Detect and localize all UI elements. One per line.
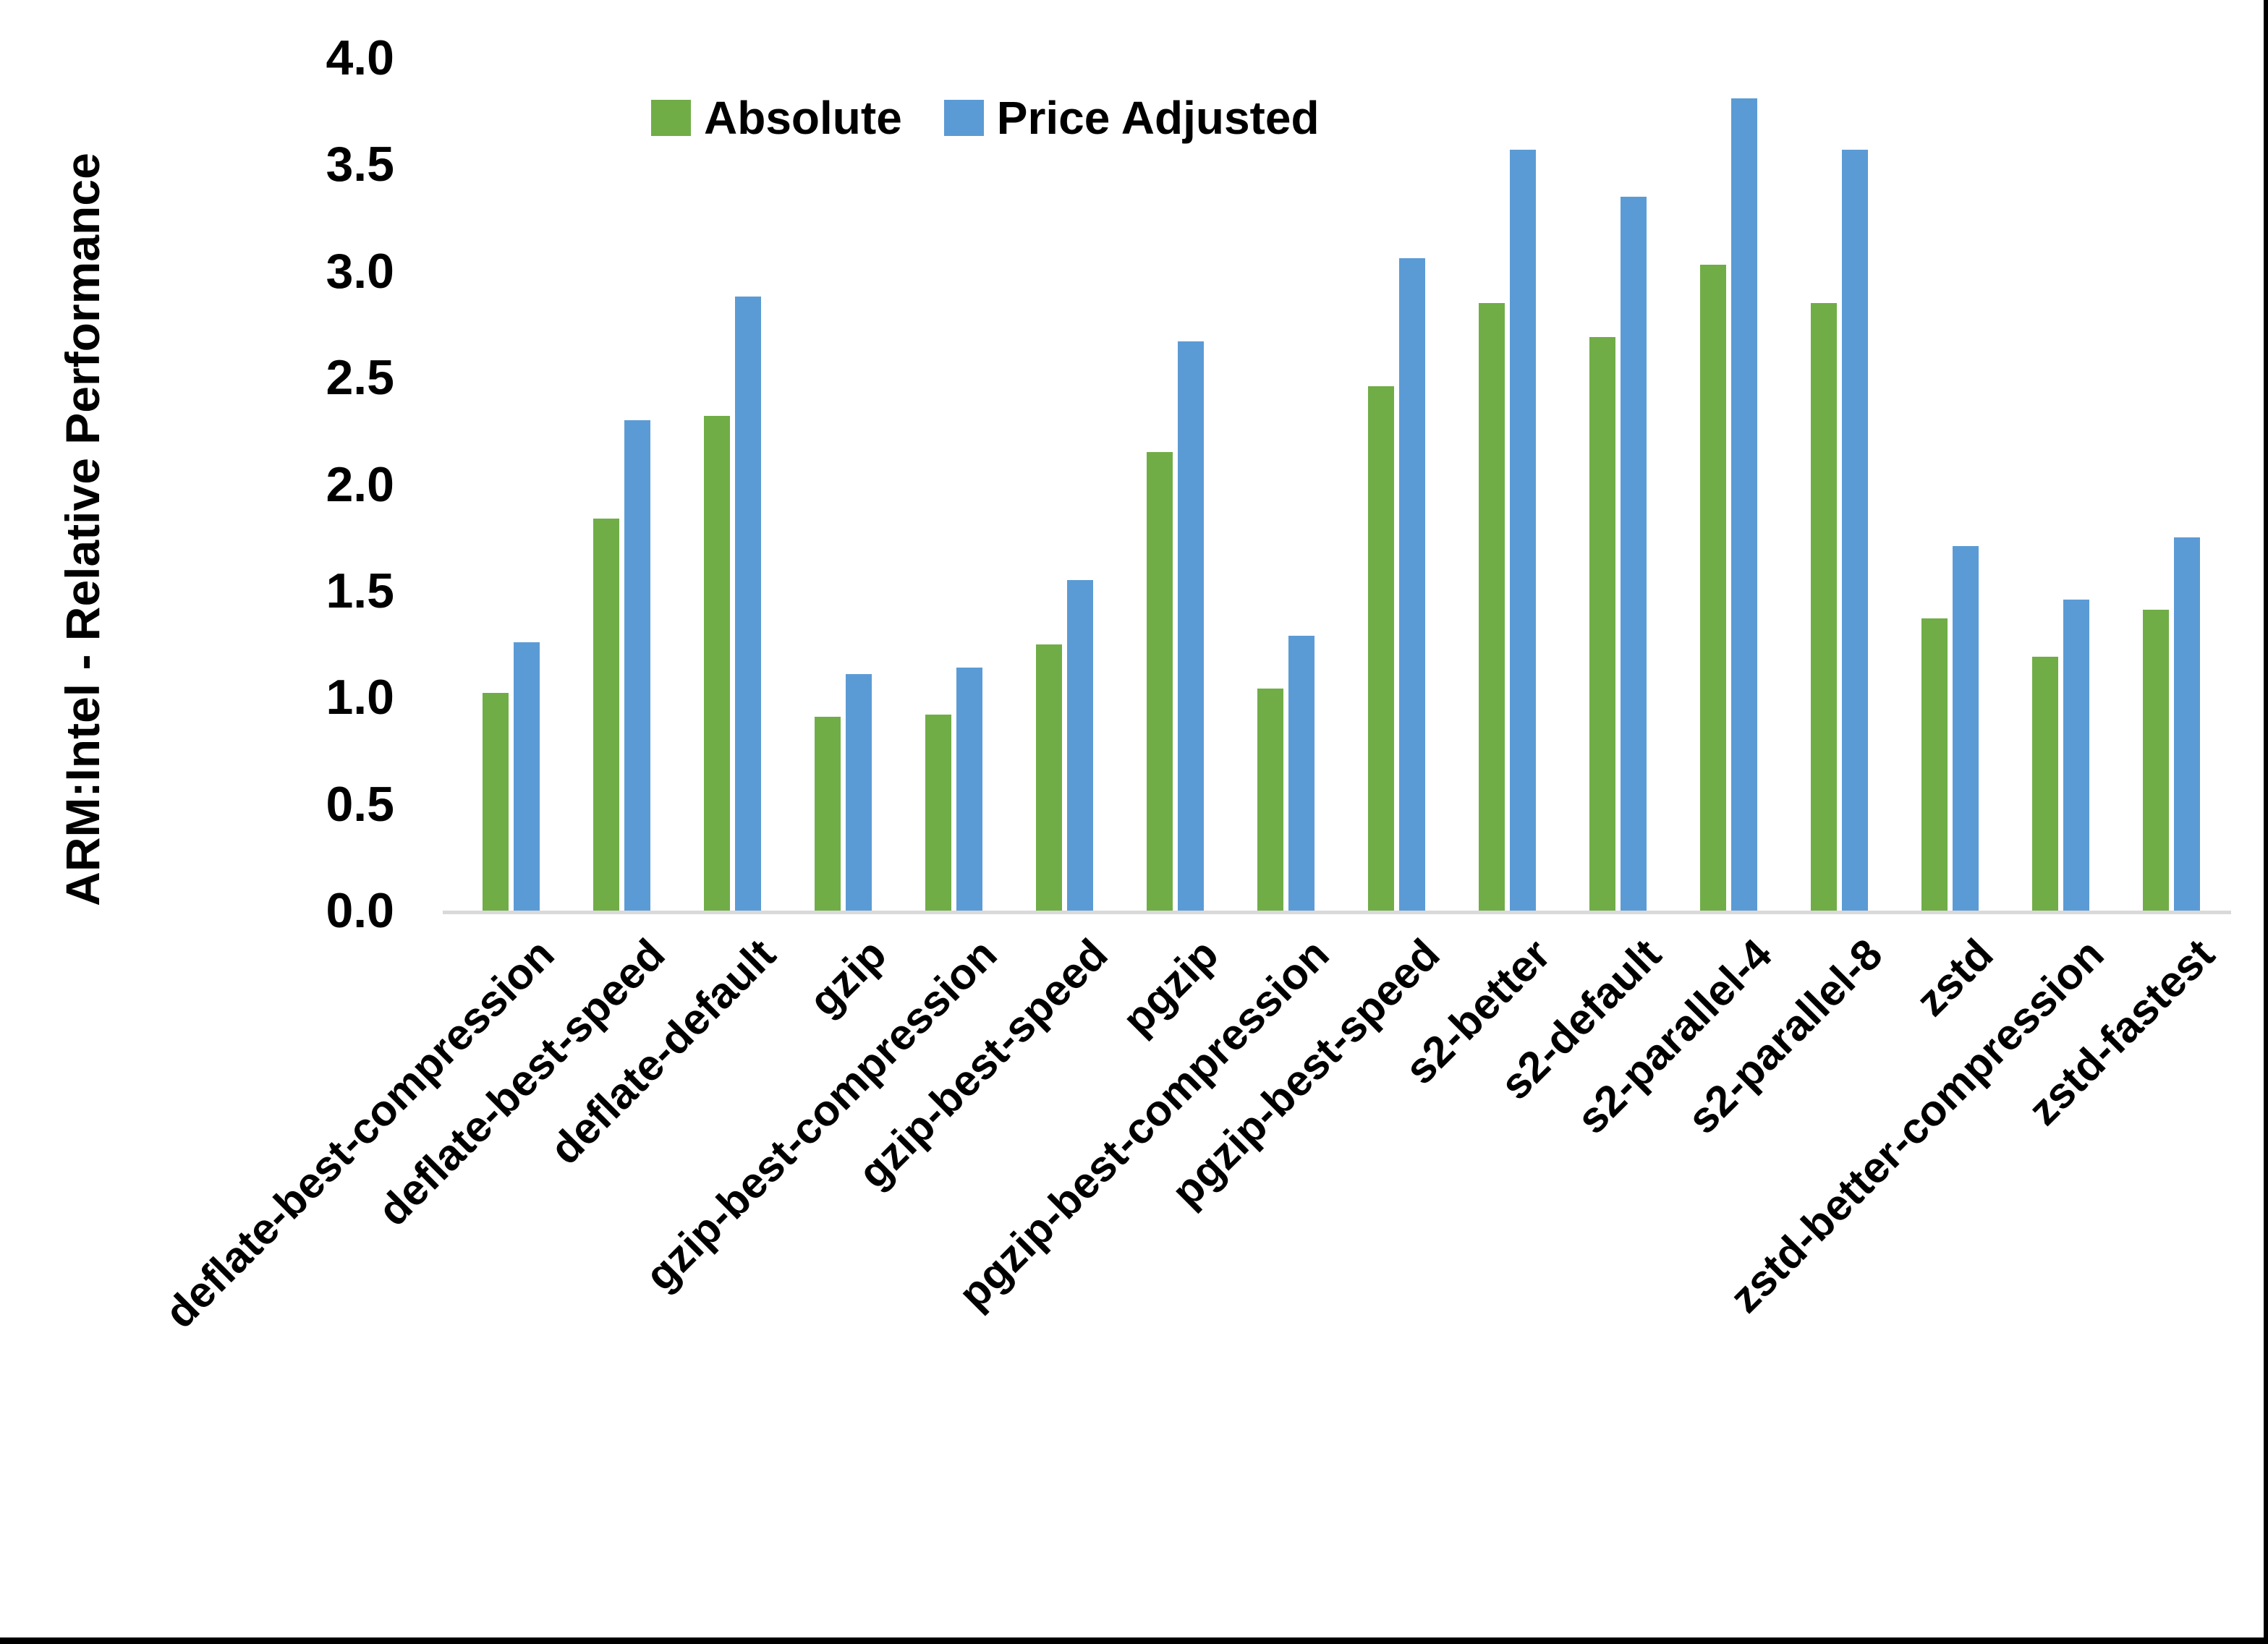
bar-absolute-gzip [815,716,841,911]
bar-price-adjusted-s2-better [1510,149,1536,911]
bar-group-zstd-better-compression [2005,58,2116,911]
bar-price-adjusted-s2-default [1621,196,1647,911]
y-tick-label: 0.0 [326,883,394,938]
bar-absolute-pgzip [1147,452,1173,911]
bar-group-gzip-best-compression [899,58,1009,911]
bar-price-adjusted-pgzip-best-compression [1288,635,1314,911]
bar-price-adjusted-zstd-fastest [2174,537,2200,911]
bar-group-gzip-best-speed [1009,58,1120,911]
bar-price-adjusted-deflate-default [735,297,761,911]
bar-group-deflate-default [677,58,788,911]
bar-group-zstd-fastest [2116,58,2227,911]
y-tick-label: 4.0 [326,30,394,85]
bar-group-pgzip-best-compression [1231,58,1341,911]
bar-group-zstd [1895,58,2005,911]
y-tick-label: 2.0 [326,456,394,512]
bar-absolute-deflate-best-compression [483,693,509,911]
bar-price-adjusted-gzip [846,673,872,911]
bar-price-adjusted-deflate-best-compression [514,642,540,911]
frame-bottom-border [0,1637,2268,1644]
bar-absolute-zstd-fastest [2143,610,2169,911]
bar-group-pgzip [1120,58,1231,911]
bar-group-s2-parallel-4 [1673,58,1784,911]
y-tick-label: 1.0 [326,670,394,725]
legend-entry-price-adjusted: Price Adjusted [943,91,1320,145]
bar-group-s2-better [1452,58,1563,911]
frame-right-border [2264,0,2268,1644]
bar-group-pgzip-best-speed [1341,58,1452,911]
bar-price-adjusted-pgzip [1178,341,1204,911]
bar-absolute-s2-parallel-8 [1811,302,1837,911]
bar-absolute-deflate-best-speed [593,518,619,911]
legend-swatch-icon [943,100,984,136]
legend-label: Price Adjusted [996,92,1320,144]
bar-absolute-pgzip-best-speed [1368,386,1394,911]
bar-absolute-s2-better [1479,302,1505,911]
y-tick-label: 3.5 [326,137,394,192]
bar-price-adjusted-gzip-best-speed [1067,580,1093,911]
y-axis-title: ARM:Intel - Relative Performance [56,153,109,906]
bar-absolute-zstd [1921,618,1948,911]
plot-area [456,58,2227,911]
bar-absolute-zstd-better-compression [2032,657,2058,911]
y-tick-label: 3.0 [326,243,394,299]
bar-absolute-deflate-default [704,416,730,911]
bar-price-adjusted-s2-parallel-4 [1731,98,1757,911]
bar-price-adjusted-deflate-best-speed [624,420,650,911]
legend-swatch-icon [651,100,691,136]
bar-group-deflate-best-speed [566,58,677,911]
y-tick-label: 1.5 [326,563,394,618]
legend: Absolute Price Adjusted [651,91,1320,145]
legend-entry-absolute: Absolute [651,91,902,145]
bar-price-adjusted-pgzip-best-speed [1399,258,1425,911]
bar-price-adjusted-s2-parallel-8 [1842,149,1868,911]
bar-absolute-pgzip-best-compression [1257,689,1283,911]
bar-absolute-s2-parallel-4 [1700,264,1726,911]
bar-group-s2-parallel-8 [1784,58,1895,911]
bar-group-s2-default [1563,58,1673,911]
bar-price-adjusted-zstd [1953,545,1979,911]
bar-group-gzip [788,58,899,911]
y-tick-label: 0.5 [326,776,394,832]
y-tick-label: 2.5 [326,350,394,406]
bar-price-adjusted-gzip-best-compression [956,668,982,911]
legend-label: Absolute [704,92,902,144]
bar-absolute-s2-default [1589,337,1615,911]
bar-absolute-gzip-best-compression [925,714,951,911]
bar-price-adjusted-zstd-better-compression [2063,599,2089,911]
bar-absolute-gzip-best-speed [1036,644,1062,911]
bar-group-deflate-best-compression [456,58,566,911]
x-axis-line [443,911,2231,914]
